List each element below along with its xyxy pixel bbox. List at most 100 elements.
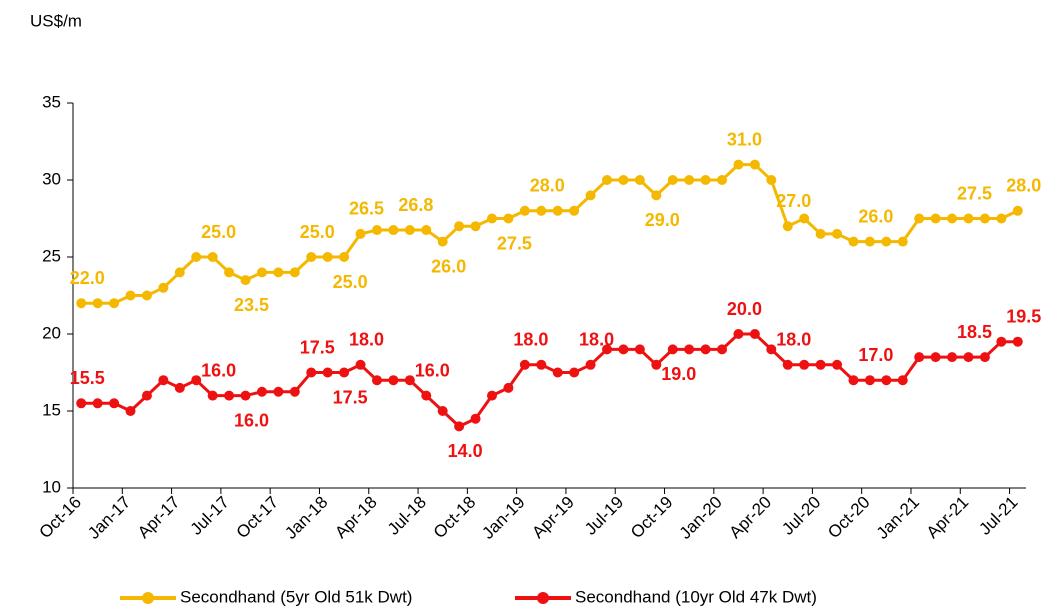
data-point <box>437 236 448 247</box>
data-point <box>782 359 793 370</box>
data-label: 16.0 <box>201 360 236 380</box>
data-label: 27.5 <box>497 233 532 253</box>
y-tick-label: 15 <box>42 400 61 419</box>
x-tick-label: Apr-17 <box>134 493 184 543</box>
data-label: 25.0 <box>201 222 236 242</box>
data-point <box>618 175 629 185</box>
data-label: 17.0 <box>858 345 893 365</box>
data-point <box>766 344 777 355</box>
data-point <box>174 267 185 278</box>
data-label: 22.0 <box>70 268 105 288</box>
x-tick-label: Oct-18 <box>430 493 480 543</box>
data-label: 16.0 <box>415 360 450 380</box>
data-point <box>634 344 645 355</box>
y-tick-label: 35 <box>42 92 61 111</box>
data-point <box>207 390 218 401</box>
data-point <box>256 267 267 278</box>
data-point <box>519 205 530 216</box>
data-label: 18.5 <box>957 322 992 342</box>
x-tick-label: Jul-19 <box>581 493 627 539</box>
data-point <box>881 236 892 247</box>
data-point <box>996 213 1007 224</box>
data-label: 28.0 <box>1006 176 1041 196</box>
data-point <box>454 421 465 432</box>
data-label: 15.5 <box>70 368 105 388</box>
data-point <box>306 367 317 378</box>
data-label: 28.0 <box>530 176 565 196</box>
data-point <box>897 236 908 247</box>
data-label: 27.5 <box>957 183 992 203</box>
x-tick-label: Apr-18 <box>331 493 381 543</box>
x-tick-label: Oct-20 <box>824 493 874 543</box>
data-label: 18.0 <box>513 330 548 350</box>
data-point <box>717 175 728 185</box>
x-tick-label: Oct-19 <box>627 493 677 543</box>
data-label: 27.0 <box>776 191 811 211</box>
data-point <box>667 175 678 185</box>
x-tick-label: Jan-17 <box>84 493 134 543</box>
data-point <box>339 367 350 378</box>
data-label: 26.0 <box>858 206 893 226</box>
data-point <box>125 290 136 301</box>
data-point <box>947 213 958 224</box>
data-label: 25.0 <box>333 272 368 292</box>
data-label: 17.5 <box>300 337 335 357</box>
data-point <box>158 282 169 293</box>
data-label: 17.5 <box>333 387 368 407</box>
data-point <box>289 267 300 278</box>
data-point <box>766 175 777 185</box>
data-point <box>371 375 382 386</box>
y-tick-label: 10 <box>42 477 61 496</box>
data-label: 14.0 <box>448 441 483 461</box>
data-point <box>651 190 662 201</box>
data-point <box>224 267 235 278</box>
data-point <box>749 159 760 170</box>
data-point <box>782 221 793 232</box>
data-point <box>799 213 810 224</box>
x-tick-label: Oct-17 <box>233 493 283 543</box>
data-point <box>684 175 695 185</box>
data-point <box>141 390 152 401</box>
data-point <box>421 390 432 401</box>
data-point <box>536 359 547 370</box>
data-label: 29.0 <box>645 210 680 230</box>
data-point <box>503 213 514 224</box>
data-point <box>733 329 744 339</box>
data-point <box>832 359 843 370</box>
data-point <box>881 375 892 386</box>
data-point <box>930 352 941 363</box>
legend-label: Secondhand (5yr Old 51k Dwt) <box>180 587 412 606</box>
data-point <box>371 225 382 236</box>
data-point <box>388 225 399 236</box>
legend-label: Secondhand (10yr Old 47k Dwt) <box>575 587 817 606</box>
data-point <box>92 398 103 409</box>
data-point <box>191 252 202 262</box>
data-point <box>552 205 563 216</box>
x-tick-label: Jan-21 <box>873 493 923 543</box>
data-point <box>470 413 481 424</box>
data-point <box>717 344 728 355</box>
data-point <box>618 344 629 355</box>
data-point <box>914 352 925 363</box>
data-point <box>109 298 120 309</box>
data-point <box>355 359 366 370</box>
data-point <box>306 252 317 262</box>
data-label: 18.0 <box>776 330 811 350</box>
data-point <box>207 252 218 262</box>
x-tick-label: Oct-16 <box>35 493 85 543</box>
data-point <box>322 367 333 378</box>
data-point <box>1012 336 1023 347</box>
data-point <box>569 205 580 216</box>
data-point <box>602 344 613 355</box>
data-point <box>322 252 333 262</box>
data-point <box>240 275 251 286</box>
data-point <box>1012 205 1023 216</box>
data-point <box>864 236 875 247</box>
data-point <box>552 367 563 378</box>
x-tick-label: Apr-19 <box>528 493 578 543</box>
data-point <box>700 344 711 355</box>
data-point <box>799 359 810 370</box>
data-point <box>864 375 875 386</box>
data-point <box>240 390 251 401</box>
data-point <box>815 359 826 370</box>
